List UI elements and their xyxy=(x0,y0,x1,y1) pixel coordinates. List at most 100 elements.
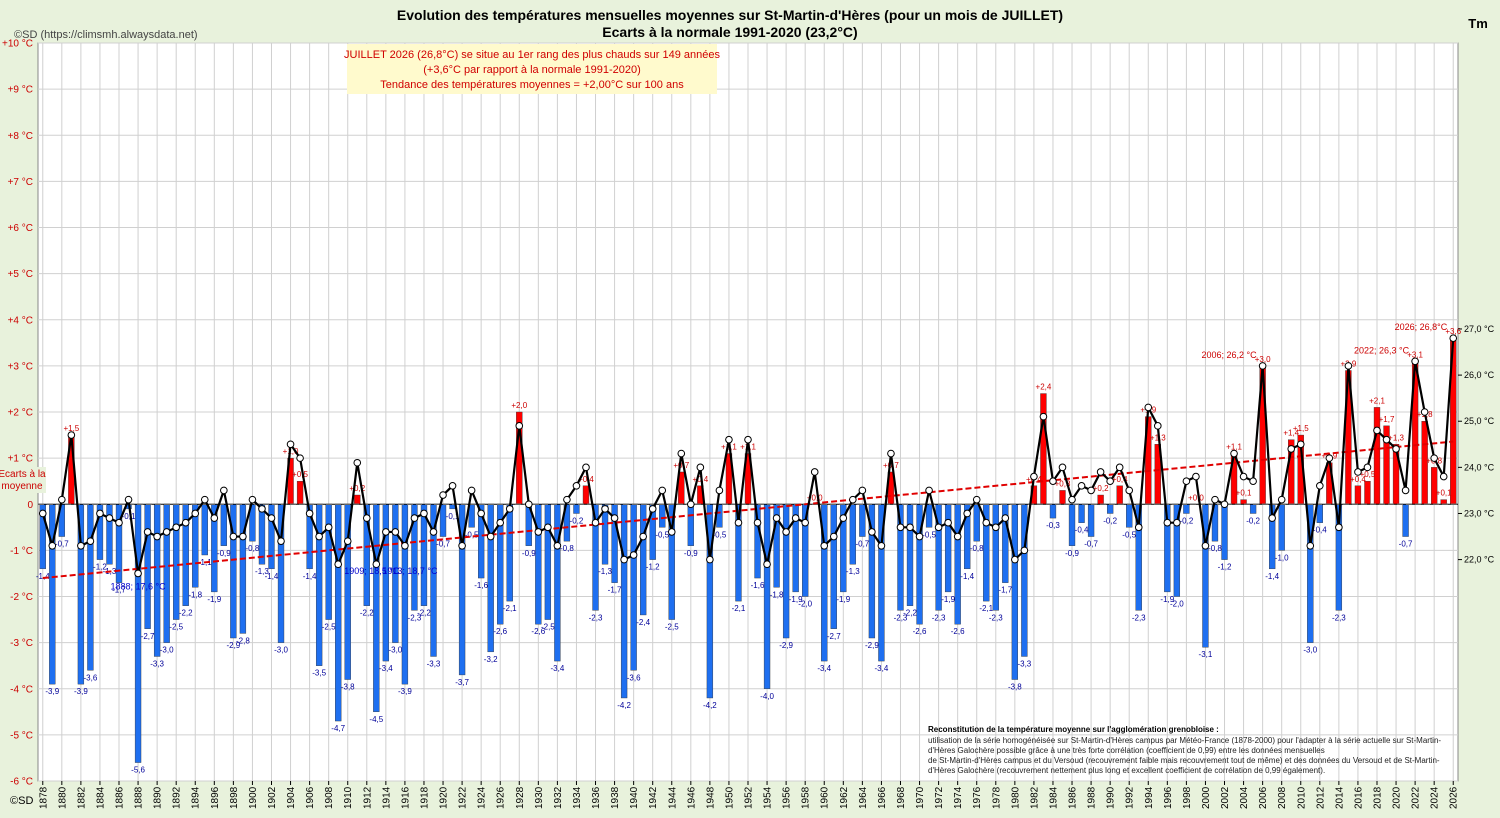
anomaly-bar xyxy=(325,504,332,620)
anomaly-bar-label: -2,4 xyxy=(636,618,650,627)
anomaly-bar-label: -0,7 xyxy=(1084,540,1098,549)
left-tick-label: -6 °C xyxy=(10,777,33,788)
temperature-point xyxy=(763,560,771,569)
anomaly-bar-label: +2,4 xyxy=(1036,383,1052,392)
anomaly-bar-label: +0,1 xyxy=(1236,489,1252,498)
temperature-point xyxy=(1449,334,1458,343)
x-tick-label: 1986 xyxy=(1068,786,1079,809)
anomaly-bar xyxy=(1059,490,1066,505)
chart-title-line2: Ecarts à la normale 1991-2020 (23,2°C) xyxy=(602,24,857,40)
x-tick-label: 1956 xyxy=(782,786,793,809)
anomaly-bar-label: -4,7 xyxy=(331,724,345,733)
temperature-point xyxy=(115,518,123,527)
anomaly-bar xyxy=(1126,504,1133,528)
anomaly-bar-label: +0,5 xyxy=(1360,470,1376,479)
anomaly-bar xyxy=(925,504,933,528)
anomaly-bar-label: -1,8 xyxy=(188,590,202,599)
temperature-point xyxy=(448,482,457,490)
temperature-point xyxy=(67,431,76,439)
left-tick-label: +3 °C xyxy=(8,361,33,372)
anomaly-bar xyxy=(687,504,694,546)
x-tick-label: 1976 xyxy=(972,786,983,809)
x-tick-label: 1906 xyxy=(305,786,316,809)
temperature-point xyxy=(362,514,371,522)
anomaly-bar-label: -2,9 xyxy=(226,641,240,650)
x-tick-label: 1928 xyxy=(515,786,526,809)
temperature-point xyxy=(277,537,285,545)
temperature-point xyxy=(1096,468,1105,476)
x-tick-label: 1982 xyxy=(1029,786,1040,809)
temperature-point xyxy=(1144,403,1153,412)
anomaly-bar xyxy=(1040,393,1047,505)
x-tick-label: 2022 xyxy=(1411,786,1422,809)
anomaly-bar-label: -3,0 xyxy=(274,646,288,655)
temperature-point xyxy=(1420,408,1429,416)
temperature-point xyxy=(534,528,543,536)
temperature-point xyxy=(658,486,667,495)
temperature-point xyxy=(77,541,85,550)
anomaly-bar-label: -2,2 xyxy=(903,609,917,618)
temperature-point xyxy=(58,495,66,504)
anomaly-bar xyxy=(1183,504,1190,514)
anomaly-bar xyxy=(87,504,94,671)
anomaly-bar xyxy=(506,504,513,602)
anomaly-bar-label: +0,2 xyxy=(349,484,365,493)
temperature-point xyxy=(1173,518,1181,527)
anomaly-bar-label: -0,8 xyxy=(970,544,984,553)
x-tick-label: 1926 xyxy=(496,786,507,809)
anomaly-bar-label: -3,9 xyxy=(45,687,59,696)
temperature-point xyxy=(1392,445,1400,453)
temperature-point xyxy=(1201,541,1210,550)
anomaly-bar-label: -3,3 xyxy=(150,659,164,668)
temperature-point xyxy=(486,532,495,541)
temperature-point xyxy=(324,523,333,532)
temperature-point xyxy=(591,518,600,527)
anomaly-bar-label: -1,3 xyxy=(598,567,612,576)
temperature-point xyxy=(982,518,991,527)
x-tick-label: 1886 xyxy=(115,786,126,809)
temperature-point xyxy=(934,523,943,532)
temperature-point xyxy=(1058,463,1067,472)
anomaly-bar xyxy=(659,504,666,528)
anomaly-bar-label: -1,9 xyxy=(941,595,955,604)
anomaly-bar-label: -3,8 xyxy=(341,683,355,692)
anomaly-bar xyxy=(1106,504,1114,514)
anomaly-bar-label: +0,3 xyxy=(1055,479,1071,488)
x-tick-label: 1882 xyxy=(76,786,87,809)
anomaly-bar xyxy=(944,504,952,593)
anomaly-bar-label: -1,2 xyxy=(1218,563,1232,572)
anomaly-bar-label: -4,2 xyxy=(617,701,631,710)
anomaly-bar xyxy=(1087,504,1095,537)
x-tick-label: 1908 xyxy=(324,786,335,809)
anomaly-bar-label: +1,5 xyxy=(1293,424,1309,433)
anomaly-bar-label: -3,1 xyxy=(1199,650,1213,659)
x-tick-label: 1984 xyxy=(1048,786,1059,809)
x-tick-label: 1890 xyxy=(153,786,164,809)
temperature-point xyxy=(801,518,809,527)
anomaly-bar-label: -0,8 xyxy=(1208,544,1222,553)
x-tick-label: 2016 xyxy=(1353,786,1364,809)
x-tick-label: 2014 xyxy=(1334,786,1345,809)
temperature-point xyxy=(696,463,705,472)
x-tick-label: 1958 xyxy=(801,786,812,809)
x-tick-label: 1880 xyxy=(57,786,68,809)
right-tick-label: 27,0 °C xyxy=(1464,324,1495,334)
info-box-background xyxy=(347,44,717,94)
temperature-point xyxy=(220,486,228,495)
anomaly-bar xyxy=(906,504,914,606)
anomaly-bar-label: -2,3 xyxy=(1132,613,1146,622)
temperature-point xyxy=(572,482,581,490)
temperature-point xyxy=(620,555,628,564)
x-tick-label: 1966 xyxy=(877,786,888,809)
anomaly-bar xyxy=(268,504,275,570)
anomaly-bar-label: -2,0 xyxy=(798,600,812,609)
left-tick-label: -1 °C xyxy=(10,546,33,557)
x-tick-label: 1914 xyxy=(381,786,392,809)
temperature-point xyxy=(877,541,886,550)
right-tick-label: 23,0 °C xyxy=(1464,508,1495,518)
anomaly-bar-label: -4,2 xyxy=(703,701,717,710)
x-tick-label: 1990 xyxy=(1106,786,1117,809)
x-tick-label: 2010 xyxy=(1296,786,1307,809)
temperature-point xyxy=(248,495,257,504)
temperature-point xyxy=(515,422,524,430)
